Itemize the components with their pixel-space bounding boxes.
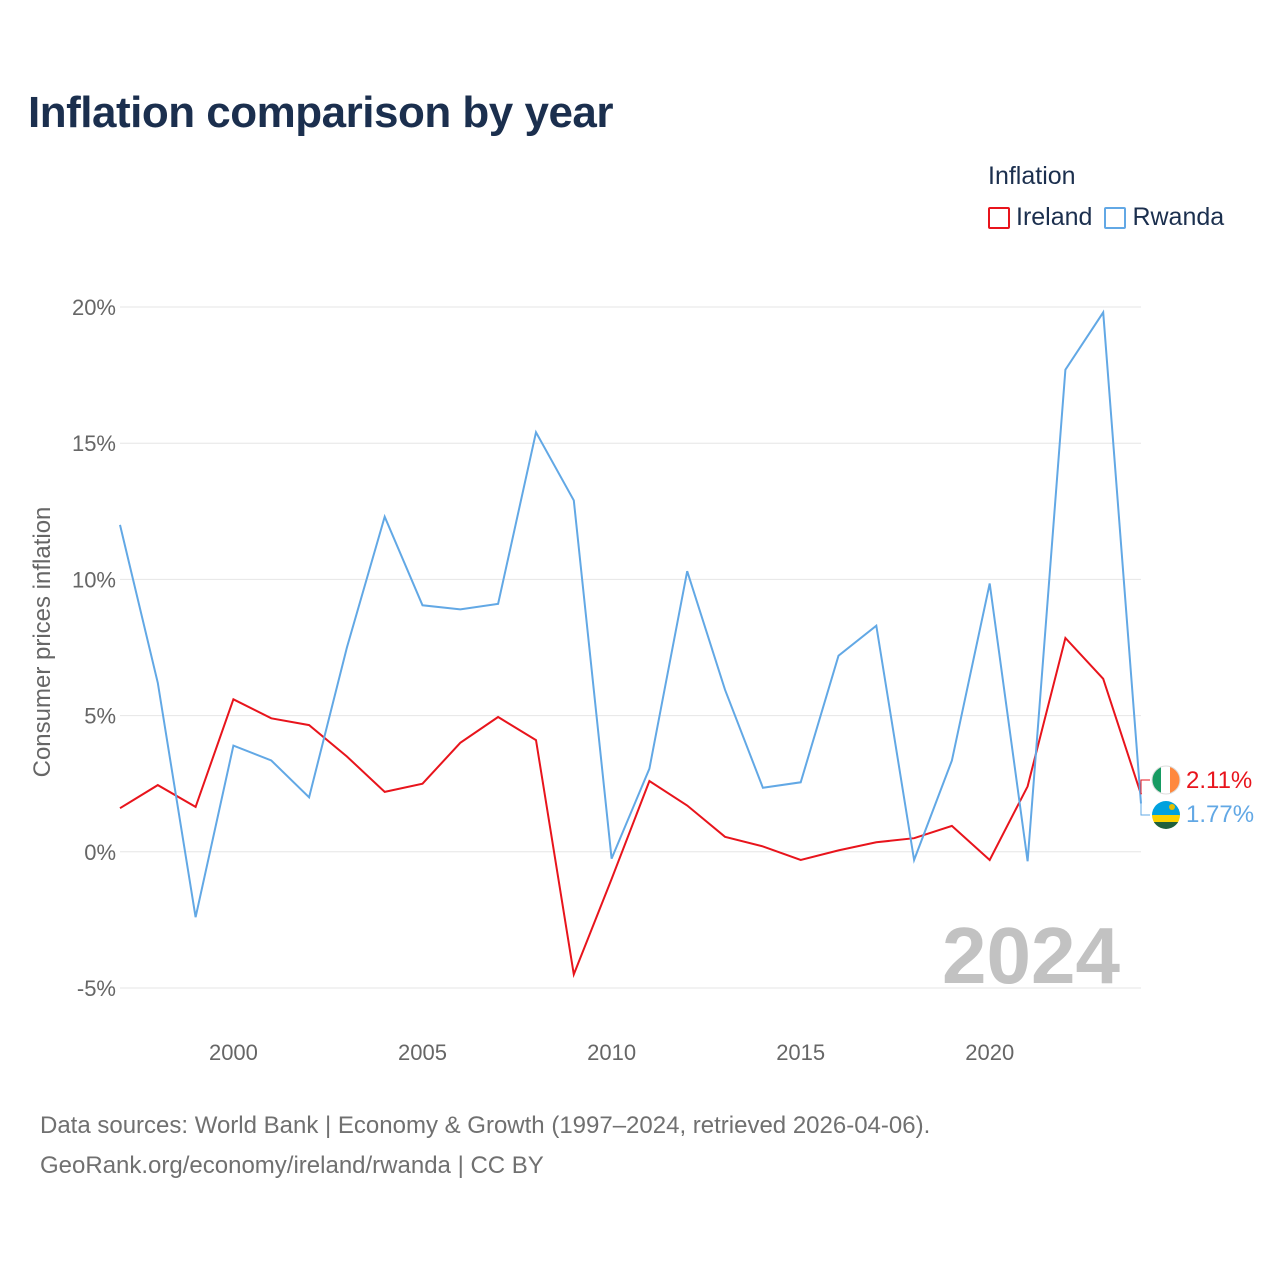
year-watermark: 2024 xyxy=(942,911,1120,1000)
legend-title: Inflation xyxy=(988,162,1076,190)
source-line-1: Data sources: World Bank | Economy & Gro… xyxy=(40,1112,931,1139)
source-note: Data sources: World Bank | Economy & Gro… xyxy=(40,1106,930,1186)
end-label-rwanda: 1.77% xyxy=(1186,801,1254,828)
legend-item-ireland[interactable]: Ireland xyxy=(988,203,1092,232)
rwanda-swatch-icon xyxy=(1104,206,1127,229)
ireland-flag-icon xyxy=(1151,765,1181,795)
y-axis-label: Consumer prices inflation xyxy=(29,507,56,778)
legend-item-rwanda[interactable]: Rwanda xyxy=(1104,203,1224,232)
y-tick-label: 15% xyxy=(72,431,116,456)
x-tick-label: 2015 xyxy=(776,1040,825,1065)
y-tick-label: 5% xyxy=(84,704,116,729)
legend-label-ireland: Ireland xyxy=(1016,203,1093,231)
connector-rwanda xyxy=(1140,803,1150,816)
y-tick-label: 10% xyxy=(72,567,116,592)
y-tick-label: 20% xyxy=(72,295,116,320)
source-line-2[interactable]: GeoRank.org/economy/ireland/rwanda | CC … xyxy=(40,1152,544,1179)
legend: Inflation Ireland Rwanda xyxy=(988,162,1268,232)
series-line-rwanda xyxy=(119,309,1142,918)
end-label-ireland: 2.11% xyxy=(1186,767,1252,794)
ireland-swatch-icon xyxy=(988,206,1010,229)
y-tick-label: 0% xyxy=(84,840,116,865)
connector-ireland xyxy=(1140,779,1150,795)
x-tick-label: 2005 xyxy=(398,1040,447,1065)
rwanda-flag-icon xyxy=(1152,801,1180,829)
legend-label-rwanda: Rwanda xyxy=(1132,203,1225,231)
y-tick-label: -5% xyxy=(77,976,116,1001)
page-title: Inflation comparison by year xyxy=(28,88,614,137)
x-tick-label: 2000 xyxy=(209,1040,258,1065)
series-line-ireland xyxy=(119,635,1142,979)
x-tick-label: 2020 xyxy=(965,1040,1014,1065)
x-tick-label: 2010 xyxy=(587,1040,636,1065)
